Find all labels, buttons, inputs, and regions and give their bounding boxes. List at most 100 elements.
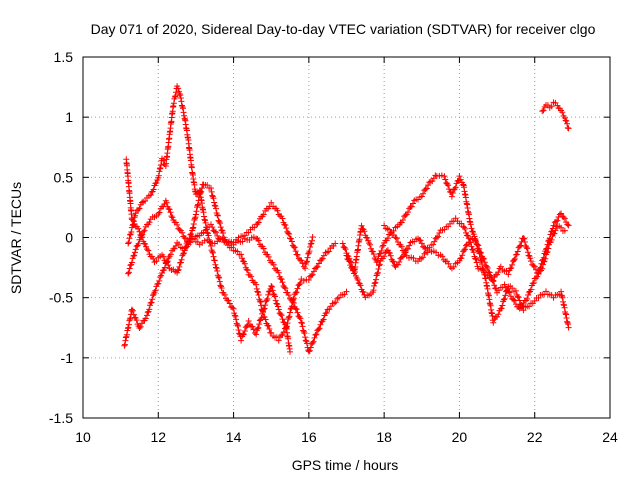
plus-marker	[422, 186, 429, 193]
plus-marker	[127, 315, 134, 322]
plus-marker	[544, 248, 551, 255]
plus-marker	[472, 256, 479, 263]
plus-marker	[278, 276, 285, 283]
plus-marker	[290, 295, 297, 302]
plus-marker	[170, 100, 177, 107]
plus-marker	[456, 173, 463, 180]
plus-marker	[458, 255, 465, 262]
chart-title: Day 071 of 2020, Sidereal Day-to-day VTE…	[91, 21, 596, 37]
plus-marker	[296, 281, 303, 288]
plus-marker	[473, 259, 480, 266]
plus-marker	[389, 258, 396, 265]
plus-marker	[308, 272, 315, 279]
plus-marker	[446, 186, 453, 193]
plus-marker	[377, 250, 384, 257]
plus-marker	[564, 221, 571, 228]
plus-marker	[182, 244, 189, 251]
plus-marker	[142, 198, 149, 205]
plus-marker	[287, 309, 294, 316]
plus-marker	[258, 302, 265, 309]
plus-marker	[360, 289, 367, 296]
plus-marker	[253, 331, 260, 338]
plus-marker	[152, 287, 159, 294]
plus-marker	[129, 222, 136, 229]
plus-marker	[175, 266, 182, 273]
plus-marker	[374, 269, 381, 276]
plus-marker	[481, 259, 488, 266]
plus-marker	[239, 331, 246, 338]
plus-marker	[282, 285, 289, 292]
plus-marker	[163, 258, 170, 265]
plus-marker	[200, 209, 207, 216]
plus-marker	[390, 258, 397, 265]
plus-marker	[396, 259, 403, 266]
plus-marker	[253, 281, 260, 288]
plus-marker	[286, 313, 293, 320]
plus-marker	[502, 284, 509, 291]
plus-marker	[438, 172, 445, 179]
x-tick-label: 16	[301, 429, 317, 445]
plus-marker	[122, 334, 129, 341]
plus-marker	[560, 214, 567, 221]
plus-marker	[497, 263, 504, 270]
y-tick-label: 1	[65, 109, 73, 125]
plus-marker	[320, 316, 327, 323]
plus-marker	[501, 281, 508, 288]
plus-marker	[255, 292, 262, 299]
plus-marker	[122, 337, 129, 344]
plus-marker	[462, 225, 469, 232]
plus-marker	[213, 229, 220, 236]
plus-marker	[527, 255, 534, 262]
plus-marker	[174, 221, 181, 228]
plus-marker	[273, 300, 280, 307]
plus-marker	[272, 297, 279, 304]
plus-marker	[512, 301, 519, 308]
plus-marker	[283, 324, 290, 331]
plus-marker	[476, 245, 483, 252]
plus-marker	[274, 303, 281, 310]
plus-marker	[418, 193, 425, 200]
plus-marker	[167, 209, 174, 216]
plus-marker	[226, 300, 233, 307]
plus-marker	[179, 103, 186, 110]
plus-marker	[354, 276, 361, 283]
plus-marker	[562, 310, 569, 317]
plus-marker	[212, 203, 219, 210]
plus-marker	[374, 257, 381, 264]
plus-marker	[125, 239, 132, 246]
plus-marker	[216, 274, 223, 281]
plus-marker	[279, 316, 286, 323]
plus-marker	[160, 157, 167, 164]
y-tick-label: 0.5	[54, 169, 74, 185]
plus-marker	[211, 199, 218, 206]
plus-marker	[516, 297, 523, 304]
plus-marker	[156, 165, 163, 172]
plus-marker	[279, 331, 286, 338]
plus-marker	[534, 273, 541, 280]
plus-marker	[256, 298, 263, 305]
plus-marker	[500, 296, 507, 303]
plus-marker	[285, 292, 292, 299]
plus-marker	[558, 210, 565, 217]
plus-marker	[489, 277, 496, 284]
plus-marker	[399, 216, 406, 223]
plus-marker	[275, 306, 282, 313]
plus-marker	[349, 263, 356, 270]
plus-marker	[527, 286, 534, 293]
plus-marker	[180, 250, 187, 257]
plus-marker	[139, 231, 146, 238]
plus-marker	[303, 259, 310, 266]
plus-marker	[300, 277, 307, 284]
plus-marker	[159, 269, 166, 276]
plus-marker	[275, 337, 282, 344]
plus-marker	[320, 252, 327, 259]
plus-marker	[380, 242, 387, 249]
plus-marker	[332, 299, 339, 306]
plus-marker	[410, 200, 417, 207]
plus-marker	[262, 302, 269, 309]
plus-marker	[294, 251, 301, 258]
plus-marker	[150, 292, 157, 299]
plus-marker	[181, 112, 188, 119]
plus-marker	[123, 331, 130, 338]
plus-marker	[559, 109, 566, 116]
